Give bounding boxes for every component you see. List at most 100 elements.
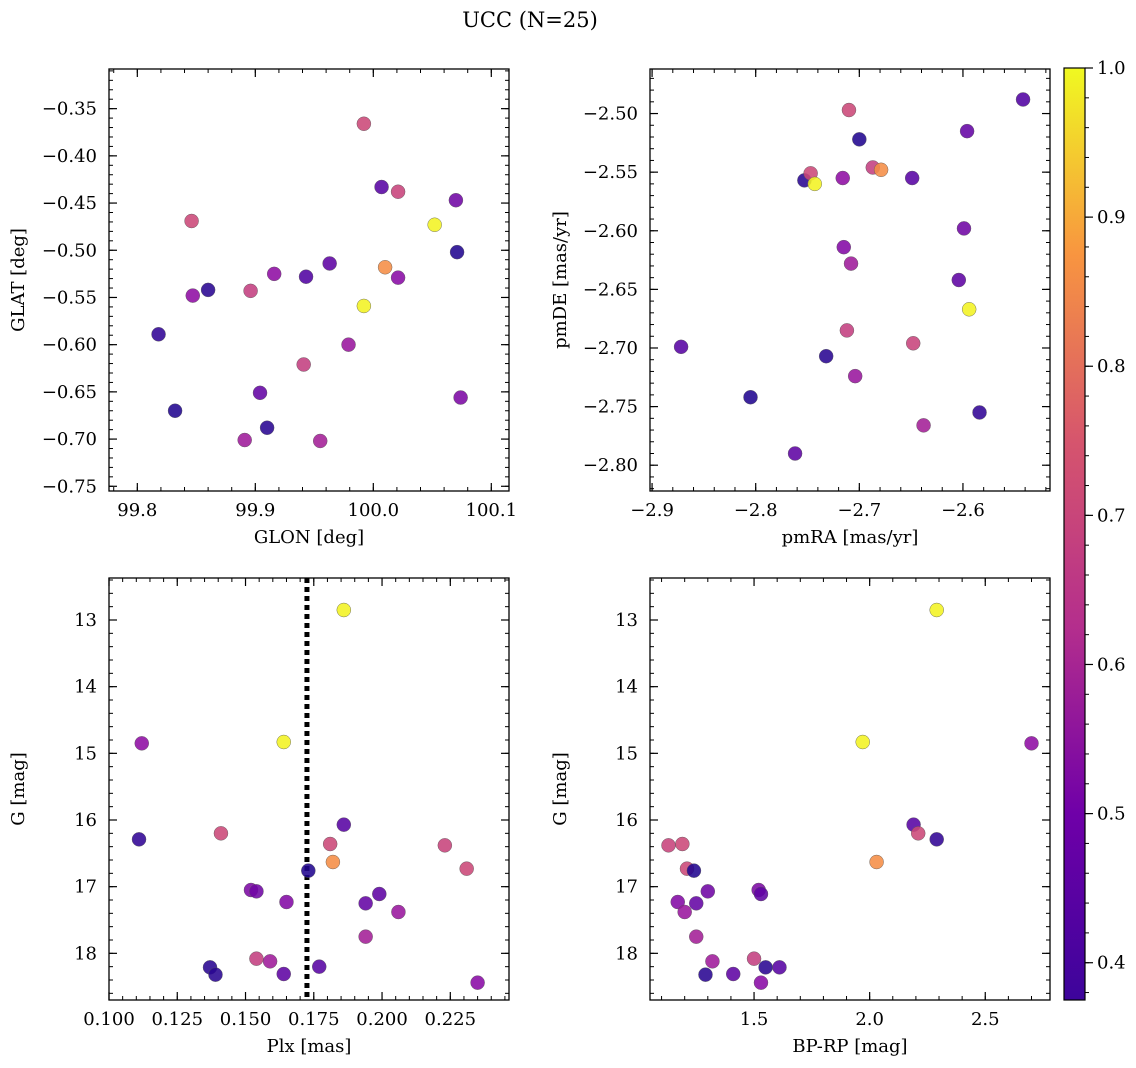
x-tick-label: 0.175 (288, 1009, 340, 1030)
data-point (262, 954, 278, 969)
panel-plx-g: 0.100 0.125 0.150 0.175 0.200 0.225 13 14 15 16 17… (8, 577, 510, 1057)
y-tick-label: −2.75 (583, 397, 638, 418)
data-point (296, 357, 311, 372)
data-point (1024, 736, 1039, 751)
data-point (427, 217, 442, 232)
colorbar-tick-label: 0.6 (1097, 654, 1126, 675)
data-point (956, 221, 972, 236)
data-point (1015, 92, 1031, 107)
data-point (470, 975, 485, 990)
panel-bprp-g: 1.5 2.0 2.5 13 14 15 16 17 18 BP-RP [mag] G [mag] (550, 577, 1051, 1057)
x-axis-label: Plx [mas] (267, 1036, 352, 1057)
data-point (237, 432, 252, 448)
x-tick-label: 0.125 (151, 1009, 203, 1030)
colorbar-tick-label: 0.8 (1097, 356, 1126, 377)
y-tick-label: 13 (615, 610, 638, 631)
data-point (929, 832, 944, 847)
x-axis-label: GLON [deg] (254, 527, 364, 548)
data-point (279, 894, 294, 910)
y-tick-label: −2.55 (583, 162, 638, 183)
data-point (873, 162, 889, 178)
y-tick-label: 14 (74, 677, 97, 698)
data-point (151, 327, 166, 342)
data-point (213, 826, 229, 841)
y-tick-label: 15 (74, 743, 97, 764)
data-point (185, 288, 200, 303)
data-point (298, 269, 314, 284)
data-point (961, 302, 977, 317)
y-axis-label: GLAT [deg] (8, 228, 29, 332)
y-axis-label: pmDE [mas/yr] (550, 211, 571, 349)
data-point (705, 954, 720, 969)
data-point (661, 838, 676, 853)
data-point (358, 929, 373, 944)
y-tick-label: 13 (74, 610, 97, 631)
x-tick-label: 0.200 (356, 1009, 408, 1030)
data-point (453, 390, 468, 405)
y-tick-label: −2.80 (583, 455, 638, 476)
data-point (449, 244, 465, 260)
data-point (358, 896, 373, 911)
data-point (390, 270, 406, 285)
data-point (855, 734, 870, 750)
data-points (661, 602, 1039, 990)
x-tick-label: 2.5 (971, 1009, 1000, 1030)
colorbar-tick-label: 1.0 (1097, 58, 1126, 79)
x-axis-label: pmRA [mas/yr] (782, 527, 919, 548)
data-point (336, 817, 352, 832)
data-point (459, 861, 474, 876)
y-tick-label: −0.50 (42, 240, 97, 261)
data-point (807, 176, 822, 192)
data-point (753, 975, 769, 990)
data-point (131, 832, 147, 847)
data-point (276, 966, 291, 982)
data-point (374, 179, 389, 195)
data-point (743, 390, 758, 405)
figure-title: UCC (N=25) (462, 8, 598, 32)
y-tick-label: −0.35 (42, 99, 97, 120)
data-point (959, 123, 975, 139)
x-tick-label: 0.150 (220, 1009, 272, 1030)
data-point (904, 170, 920, 186)
axes-frame (649, 577, 1051, 1001)
data-point (322, 256, 337, 271)
data-point (322, 836, 338, 852)
data-point (726, 966, 741, 982)
x-tick-label: 0.225 (425, 1009, 477, 1030)
y-tick-label: 17 (74, 877, 97, 898)
y-tick-label: −2.50 (583, 104, 638, 125)
x-axis-label: BP-RP [mag] (792, 1036, 907, 1057)
data-point (390, 184, 406, 199)
data-point (677, 904, 692, 920)
x-tick-label: 99.8 (117, 500, 157, 521)
data-points (673, 92, 1031, 461)
y-axis-label: G [mag] (8, 752, 29, 825)
y-tick-label: −0.60 (42, 335, 97, 356)
data-point (841, 102, 857, 118)
data-point (689, 896, 704, 911)
data-point (675, 836, 690, 852)
data-point (818, 348, 834, 364)
data-points (131, 602, 485, 990)
y-tick-label: −0.65 (42, 382, 97, 403)
x-tick-label: 100.1 (466, 500, 518, 521)
axes-frame (108, 68, 510, 492)
y-tick-label: −0.45 (42, 193, 97, 214)
minor-ticks (650, 69, 1050, 491)
major-ticks (108, 578, 509, 1000)
data-point (772, 960, 787, 975)
y-tick-label: −0.40 (42, 146, 97, 167)
data-point (356, 116, 372, 131)
axes-frame (649, 68, 1051, 492)
major-ticks (650, 69, 1050, 491)
x-tick-label: 2.0 (855, 1009, 884, 1030)
x-tick-label: −2.6 (941, 500, 985, 521)
colorbar-tick-label: 0.9 (1097, 207, 1126, 228)
data-point (852, 132, 867, 147)
data-point (686, 863, 702, 878)
y-tick-label: −2.70 (583, 338, 638, 359)
colorbar: 0.4 0.5 0.6 0.7 0.8 0.9 1.0 (1063, 58, 1126, 1001)
data-point (906, 336, 921, 351)
data-point (266, 266, 282, 282)
colorbar-frame (1063, 67, 1086, 1001)
